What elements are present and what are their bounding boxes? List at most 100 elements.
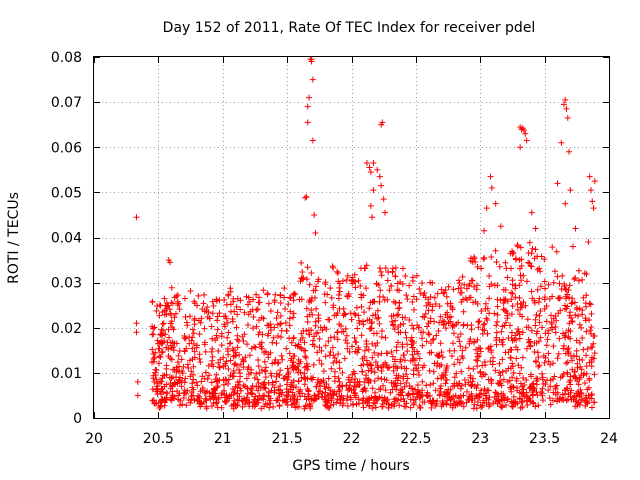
data-point — [536, 319, 543, 326]
data-point — [363, 262, 370, 269]
data-point — [334, 336, 341, 343]
data-point — [568, 396, 575, 403]
data-point — [466, 340, 473, 347]
data-point — [216, 363, 223, 370]
data-point — [378, 182, 385, 189]
data-point — [432, 387, 439, 394]
y-tick-label: 0.05 — [51, 185, 82, 201]
data-point — [314, 329, 321, 336]
data-point — [566, 320, 573, 327]
data-point — [175, 300, 182, 307]
data-point — [517, 300, 524, 307]
data-point — [394, 339, 401, 346]
data-point — [195, 292, 202, 299]
data-point — [393, 386, 400, 393]
data-point — [244, 322, 251, 329]
data-point — [339, 383, 346, 390]
data-point — [584, 399, 591, 406]
data-point — [211, 394, 218, 401]
data-point — [380, 293, 387, 300]
data-point — [201, 325, 208, 332]
data-point — [366, 402, 373, 409]
data-point — [301, 370, 308, 377]
data-point — [428, 349, 435, 356]
data-point — [149, 397, 156, 404]
data-point — [346, 379, 353, 386]
data-point — [377, 268, 384, 275]
data-point — [360, 361, 367, 368]
data-point — [336, 365, 343, 372]
data-point — [338, 328, 345, 335]
data-point — [322, 389, 329, 396]
data-point — [285, 369, 292, 376]
data-point — [547, 383, 554, 390]
data-point — [400, 395, 407, 402]
data-point — [318, 347, 325, 354]
data-point — [588, 391, 595, 398]
data-point — [380, 196, 387, 203]
data-point — [262, 348, 269, 355]
data-point — [565, 333, 572, 340]
data-point — [576, 356, 583, 363]
data-point — [583, 328, 590, 335]
data-point — [284, 365, 291, 372]
data-point — [381, 209, 388, 216]
data-point — [363, 160, 370, 167]
data-point — [562, 293, 569, 300]
data-point — [457, 289, 464, 296]
data-point — [291, 290, 298, 297]
data-point — [554, 180, 561, 187]
data-point — [170, 326, 177, 333]
data-point — [190, 371, 197, 378]
data-point — [151, 324, 158, 331]
data-point — [576, 401, 583, 408]
data-point — [476, 353, 483, 360]
data-point — [416, 395, 423, 402]
data-point — [536, 312, 543, 319]
data-point — [276, 403, 283, 410]
data-point — [352, 311, 359, 318]
data-point — [496, 263, 503, 270]
data-point — [583, 370, 590, 377]
data-point — [270, 334, 277, 341]
data-point — [315, 376, 322, 383]
data-point — [340, 312, 347, 319]
data-point — [334, 268, 341, 275]
data-point — [374, 396, 381, 403]
data-point — [550, 389, 557, 396]
data-point — [415, 324, 422, 331]
data-point — [254, 376, 261, 383]
data-point — [534, 328, 541, 335]
data-point — [394, 312, 401, 319]
data-point — [156, 380, 163, 387]
data-point — [209, 345, 216, 352]
data-point — [221, 381, 228, 388]
data-point — [205, 309, 212, 316]
data-point — [392, 299, 399, 306]
data-point — [216, 364, 223, 371]
data-point — [336, 388, 343, 395]
data-point — [468, 322, 475, 329]
data-point — [395, 311, 402, 318]
data-point — [500, 376, 507, 383]
data-point — [393, 347, 400, 354]
data-point — [352, 284, 359, 291]
data-point — [253, 291, 260, 298]
data-point — [283, 328, 290, 335]
data-point — [397, 380, 404, 387]
data-point — [339, 369, 346, 376]
data-point — [504, 395, 511, 402]
data-point — [539, 392, 546, 399]
data-point — [399, 343, 406, 350]
data-point — [395, 374, 402, 381]
data-point — [310, 361, 317, 368]
data-point — [188, 368, 195, 375]
data-point — [265, 330, 272, 337]
data-point — [133, 320, 140, 327]
data-point — [379, 119, 386, 126]
data-point — [541, 256, 548, 263]
data-point — [308, 327, 315, 334]
data-point — [409, 357, 416, 364]
data-point — [290, 291, 297, 298]
data-point — [361, 379, 368, 386]
